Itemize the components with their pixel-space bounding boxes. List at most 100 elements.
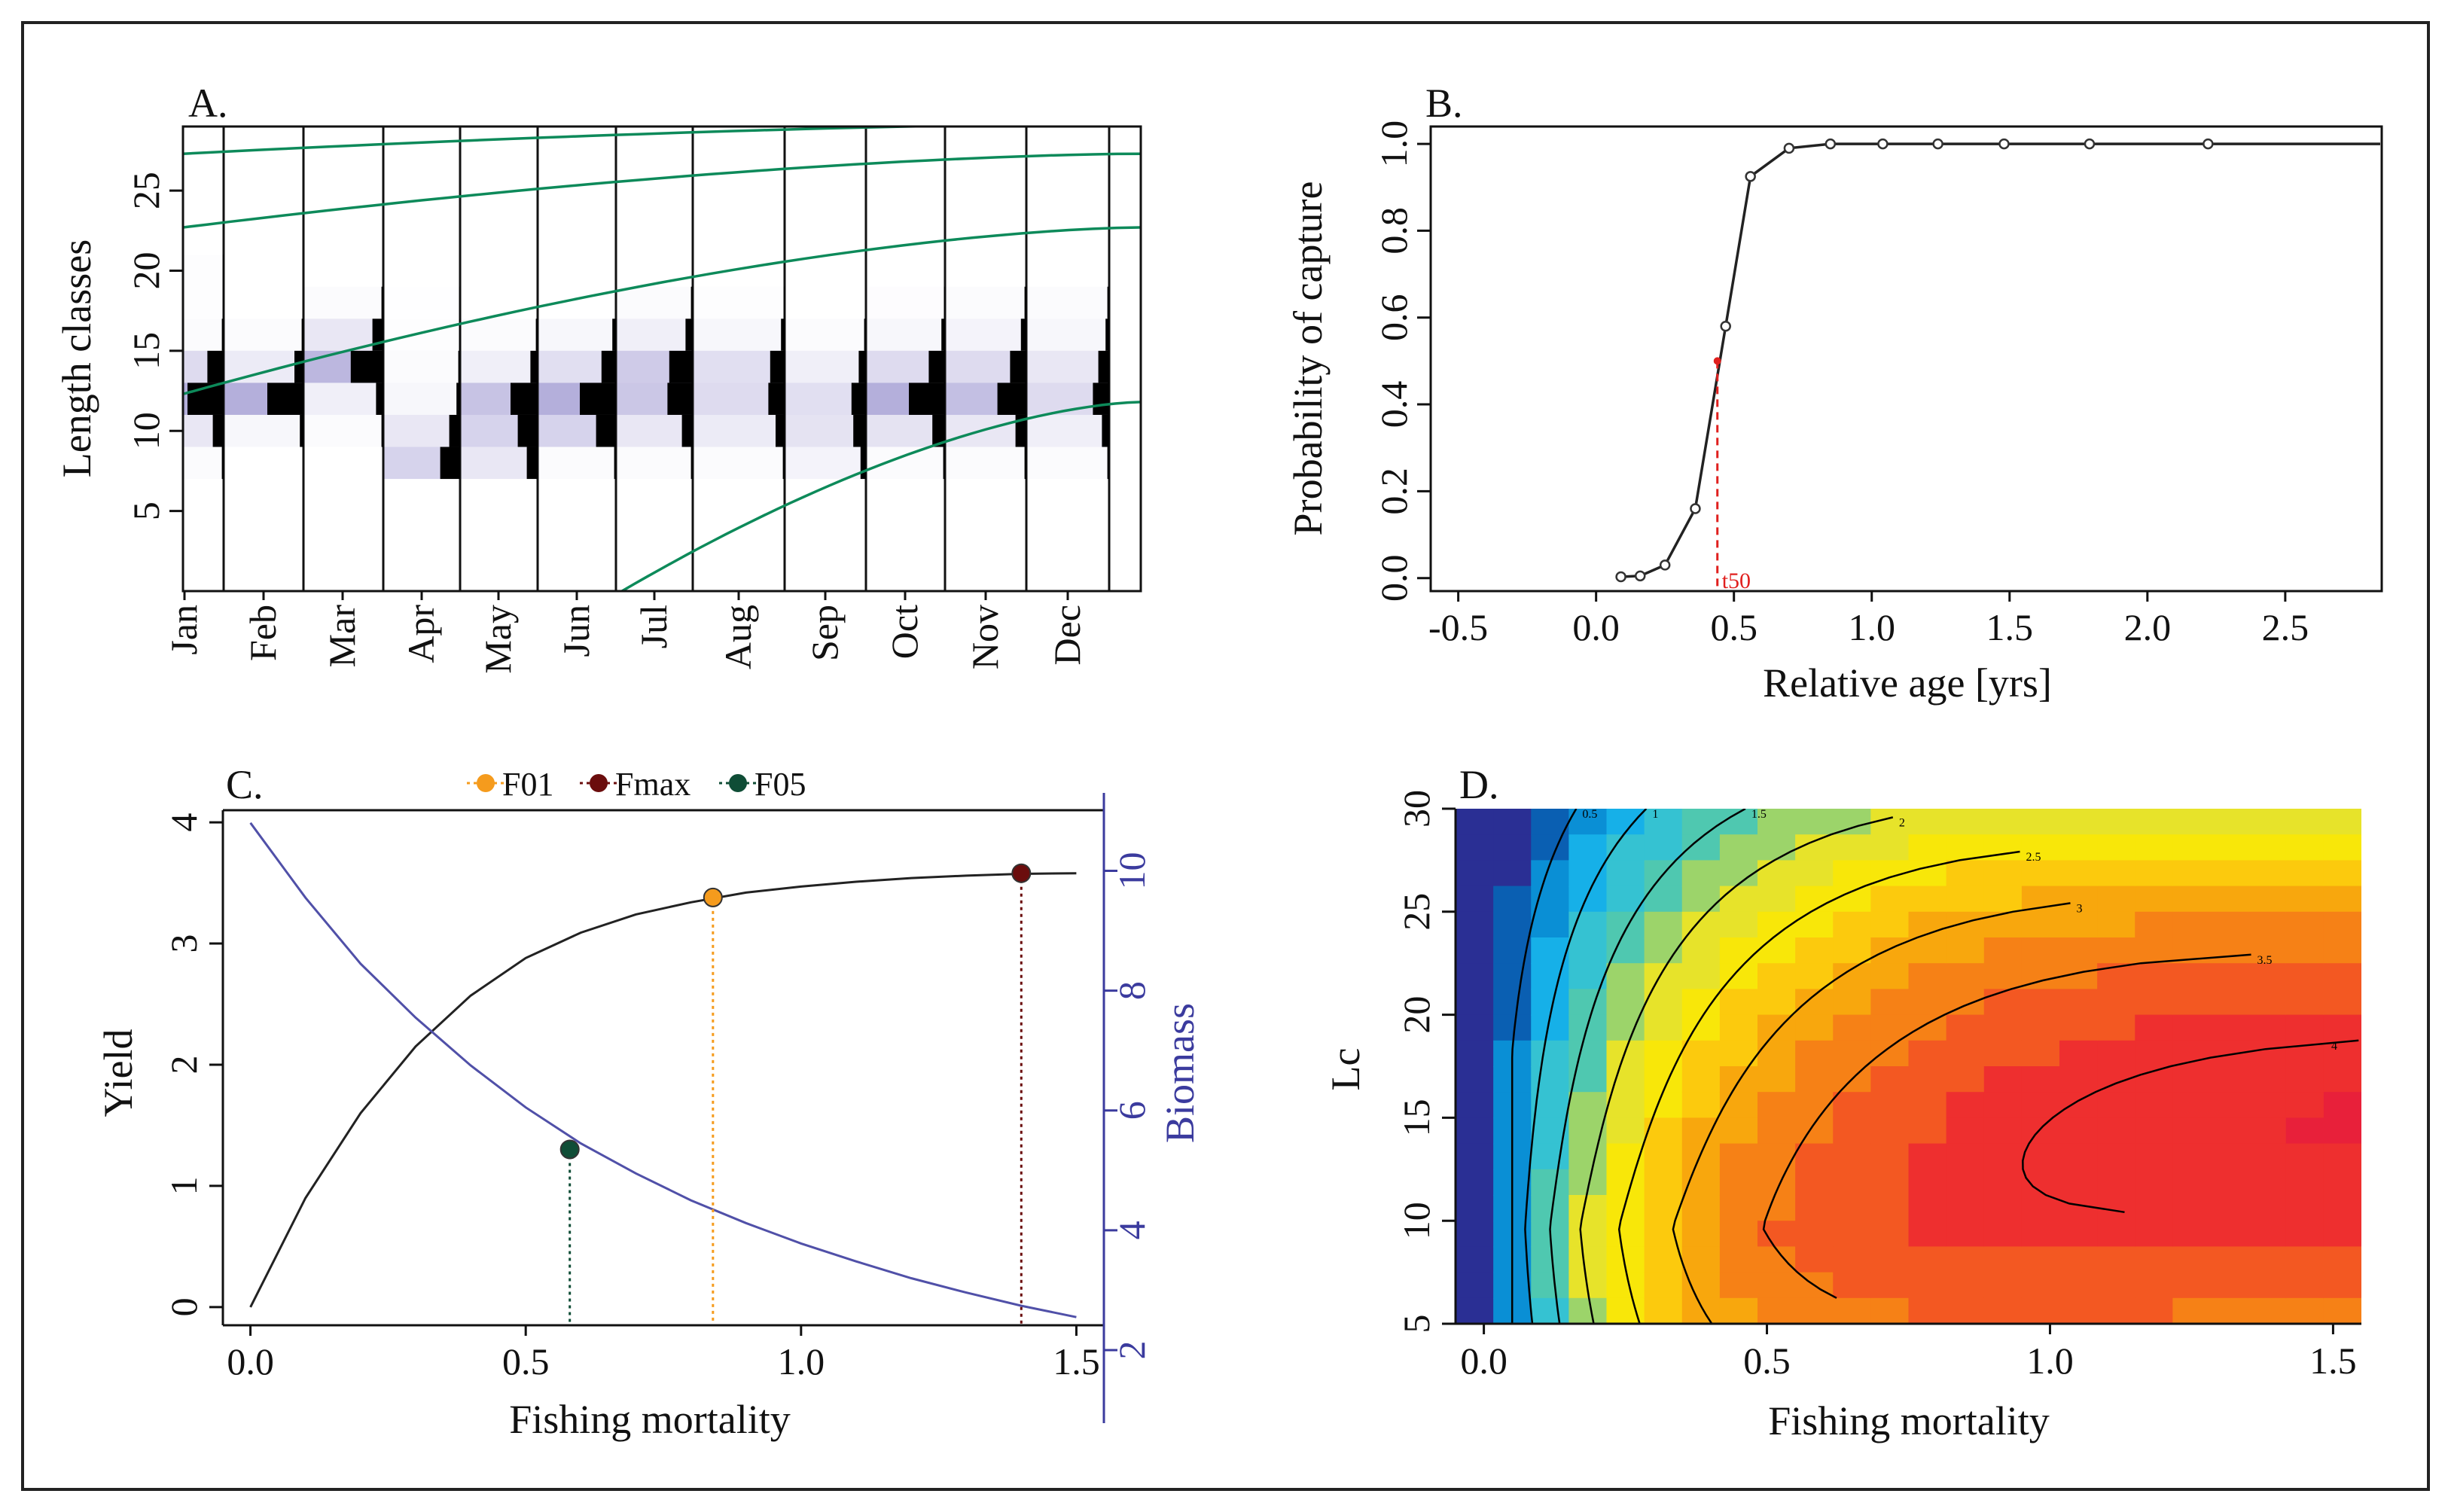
panel-d-heatmap-cell: [2097, 834, 2136, 861]
panel-a-heatmap-cell: [785, 447, 866, 480]
panel-d-heatmap-cell: [2097, 1246, 2136, 1273]
panel-b-selectivity: B. t50 0.0 0.2 0.4 0.6 0.8 1.0 -0.5 0.0 0.5 1.0 1…: [1285, 81, 2383, 706]
panel-c-plot: [249, 822, 1077, 1318]
panel-d-heatmap-cell: [2021, 1272, 2060, 1299]
panel-d-heatmap-cell: [2059, 1066, 2099, 1093]
panel-d-heatmap-cell: [1456, 1066, 1495, 1093]
panel-d-heatmap-cell: [1531, 1040, 1570, 1067]
panel-d-heatmap-cell: [1719, 911, 1758, 938]
panel-d-heatmap-cell: [1456, 809, 1495, 836]
panel-d-heatmap-cell: [1983, 860, 2023, 887]
panel-a-histogram-bar: [944, 286, 945, 319]
panel-d-heatmap-cell: [1946, 1014, 1985, 1041]
panel-d-heatmap-cell: [2172, 860, 2212, 887]
panel-d-heatmap-cell: [1757, 1092, 1797, 1119]
panel-d-heatmap-cell: [1719, 937, 1758, 965]
panel-d-heatmap-cell: [1531, 1272, 1570, 1299]
panel-d-heatmap-cell: [1757, 1297, 1797, 1324]
panel-d-heatmap-cell: [1681, 989, 1721, 1016]
panel-c-y-tick-label: 4: [163, 813, 205, 832]
panel-a-histogram-bar: [221, 319, 224, 351]
panel-d-heatmap-cell: [2135, 989, 2174, 1016]
panel-d-heatmap-cell: [1531, 1169, 1570, 1196]
panel-a-histogram-bar: [1102, 414, 1109, 447]
panel-a-heatmap-cell: [383, 414, 460, 447]
panel-b-data-point: [1690, 503, 1701, 514]
panel-b-x-tick-label: 1.0: [1848, 606, 1895, 648]
panel-d-heatmap-cell: [1493, 860, 1532, 887]
panel-d-heatmap-cell: [1568, 1143, 1608, 1170]
panel-d-heatmap-cell: [1795, 1297, 1834, 1324]
panel-d-heatmap-cell: [2135, 834, 2174, 861]
panel-a-histogram-bar: [1015, 414, 1026, 447]
panel-d-heatmap-cell: [1456, 1117, 1495, 1145]
panel-d-heatmap-cell: [1568, 809, 1608, 836]
panel-a-heatmap-cell: [303, 287, 383, 319]
panel-a-heatmap-cell: [183, 447, 224, 480]
panel-b-data-point: [1783, 142, 1795, 154]
panel-c-y-tick-label: 3: [163, 934, 205, 953]
panel-d-heatmap-cell: [1681, 1221, 1721, 1248]
panel-d-heatmap-cell: [1757, 1040, 1797, 1067]
panel-d-heatmap-cell: [1493, 989, 1532, 1016]
panel-a-heatmap-cell: [460, 350, 538, 383]
panel-d-heatmap-cell: [2248, 1195, 2287, 1222]
panel-d-heatmap-cell: [2021, 1297, 2060, 1324]
panel-d-heatmap-cell: [1908, 1169, 1947, 1196]
panel-d-heatmap-cell: [1757, 1221, 1797, 1248]
panel-b-label: B.: [1425, 81, 1463, 126]
panel-a-x-tick-label: Sep: [803, 605, 846, 661]
panel-c-fmax-point: [1011, 863, 1032, 883]
panel-d-heatmap-cell: [1493, 834, 1532, 861]
panel-d-heatmap-cell: [1983, 1169, 2023, 1196]
panel-d-heatmap-cell: [1681, 937, 1721, 965]
panel-b-y-tick-label: 0.4: [1373, 381, 1415, 428]
panel-d-heatmap-cell: [2135, 1195, 2174, 1222]
panel-d-heatmap-cell: [1719, 1221, 1758, 1248]
panel-a-x-tick-label: Dec: [1046, 605, 1088, 666]
panel-d-heatmap-cell: [1719, 1117, 1758, 1145]
panel-a-heatmap-cell: [945, 287, 1026, 319]
panel-d-heatmap-cell: [2285, 1221, 2324, 1248]
panel-d-heatmap-cell: [2021, 1066, 2060, 1093]
panel-c-x-tick-label: 1.5: [1053, 1340, 1100, 1382]
panel-d-contours: 0.5 1 1.5 2 2.5 3 3.5 4: [1511, 808, 2359, 1324]
panel-d-x-title: Fishing mortality: [1768, 1398, 2050, 1443]
panel-d-heatmap-cell: [1719, 989, 1758, 1016]
panel-a-histogram-bar: [612, 319, 616, 351]
panel-d-heatmap-cell: [1757, 886, 1797, 913]
panel-d-heatmap-cell: [2248, 1143, 2287, 1170]
panel-a-histogram-bar: [851, 383, 866, 415]
panel-d-heatmap-cell: [2172, 1040, 2212, 1067]
panel-d-heatmap-cell: [2172, 1143, 2212, 1170]
panel-d-heatmap-cell: [1833, 1221, 1872, 1248]
panel-d-heatmap-cell: [2248, 989, 2287, 1016]
panel-a-heatmap-cell: [616, 319, 693, 351]
panel-d-heatmap-cell: [2059, 1092, 2099, 1119]
panel-d-y-tick-label: 25: [1395, 893, 1437, 931]
panel-d-heatmap-cell: [2135, 1169, 2174, 1196]
panel-b-data-point: [1615, 571, 1626, 583]
panel-d-heatmap-cell: [2097, 886, 2136, 913]
panel-a-heatmap-cell: [616, 414, 693, 447]
panel-d-heatmap-cell: [1908, 963, 1947, 990]
panel-a-y-tick-label: 5: [125, 501, 167, 520]
panel-d-heatmap-cell: [1908, 1143, 1947, 1170]
panel-d-heatmap-cell: [2021, 860, 2060, 887]
panel-d-heatmap-cell: [1456, 989, 1495, 1016]
panel-a-histogram-bar: [207, 350, 224, 383]
panel-d-heatmap-cell: [2059, 809, 2099, 836]
panel-d-heatmap-cell: [2210, 937, 2249, 965]
panel-d-heatmap-cell: [1870, 1092, 1910, 1119]
panel-a-heatmap-cell: [866, 319, 945, 351]
panel-b-x-tick-label: 1.5: [1986, 606, 2034, 648]
panel-d-heatmap-cell: [2323, 911, 2361, 938]
panel-d-contour-label: 1: [1652, 808, 1658, 821]
panel-a-histogram-bar: [511, 383, 538, 415]
panel-a-label: A.: [188, 81, 228, 126]
panel-d-heatmap-cell: [2059, 886, 2099, 913]
panel-d-contour-line: [1549, 809, 1746, 1324]
panel-d-heatmap-cell: [2323, 1221, 2361, 1248]
panel-d-heatmap-cell: [1719, 886, 1758, 913]
panel-d-heatmap-cell: [1946, 1040, 1985, 1067]
